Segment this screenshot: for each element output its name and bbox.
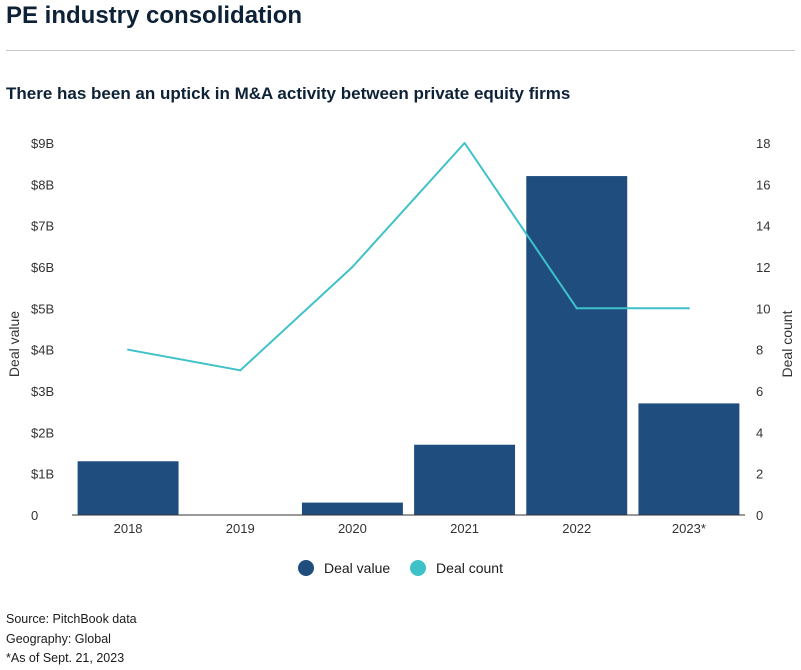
chart-title: PE industry consolidation	[6, 2, 303, 29]
right-axis-title: Deal count	[779, 310, 795, 377]
legend-swatch-deal-count	[410, 560, 427, 576]
right-tick-label: 16	[756, 177, 770, 192]
x-tick-label: 2022	[562, 521, 591, 536]
left-tick-label: $6B	[31, 260, 54, 275]
point-deal-count	[687, 307, 690, 310]
combo-chart: 0 $1B $2B $3B $4B $5B $6B $7B $8B $9B 0 2 4 6 8 10 12 14 1…	[6, 136, 795, 536]
legend-swatch-deal-value	[298, 560, 314, 576]
bar-deal-value	[526, 176, 628, 516]
left-tick-label: $3B	[31, 384, 54, 399]
line-deal-count	[127, 142, 689, 372]
right-tick-label: 12	[756, 260, 770, 275]
point-deal-count	[575, 307, 578, 310]
point-deal-count	[351, 266, 354, 268]
left-tick-label: 0	[31, 508, 38, 523]
chart-legend: Deal value Deal count	[0, 560, 801, 579]
right-tick-label: 0	[756, 508, 763, 523]
chart-footer: Source: PitchBook data Geography: Global…	[6, 610, 137, 669]
x-tick-label: 2021	[450, 521, 479, 536]
footer-as-of: *As of Sept. 21, 2023	[6, 651, 125, 665]
left-tick-label: $4B	[31, 343, 54, 358]
x-tick-label: 2023*	[672, 521, 706, 536]
left-tick-label: $7B	[31, 219, 54, 234]
right-tick-label: 4	[756, 425, 763, 440]
bar-deal-value	[638, 403, 740, 515]
x-tick-label: 2019	[226, 521, 255, 536]
point-deal-count	[127, 348, 130, 351]
legend-label-deal-value: Deal value	[324, 560, 391, 576]
x-tick-label: 2020	[338, 521, 367, 536]
x-tick-label: 2018	[114, 521, 143, 536]
right-tick-label: 10	[756, 301, 770, 316]
point-deal-count	[239, 369, 242, 372]
left-tick-label: $1B	[31, 467, 54, 482]
footer-geography: Geography: Global	[6, 631, 111, 646]
left-tick-label: $9B	[31, 136, 54, 151]
chart-subtitle: There has been an uptick in M&A activity…	[6, 84, 571, 103]
left-tick-label: $8B	[31, 177, 54, 192]
point-deal-count	[463, 142, 466, 144]
title-divider	[6, 50, 795, 51]
right-tick-label: 6	[756, 384, 763, 399]
right-tick-label: 14	[756, 219, 770, 234]
bar-deal-value	[301, 502, 403, 515]
bar-deal-value	[414, 444, 516, 515]
legend-item-deal-count: Deal count	[410, 560, 503, 576]
legend-label-deal-count: Deal count	[436, 560, 503, 576]
left-tick-label: $2B	[31, 425, 54, 440]
footer-source: Source: PitchBook data	[6, 612, 137, 626]
left-axis-title: Deal value	[6, 311, 22, 377]
right-tick-label: 18	[756, 136, 770, 151]
right-tick-label: 2	[756, 467, 763, 482]
legend-item-deal-value: Deal value	[298, 560, 390, 576]
right-tick-label: 8	[756, 343, 763, 358]
left-tick-label: $5B	[31, 301, 54, 316]
bar-deal-value	[77, 461, 179, 515]
